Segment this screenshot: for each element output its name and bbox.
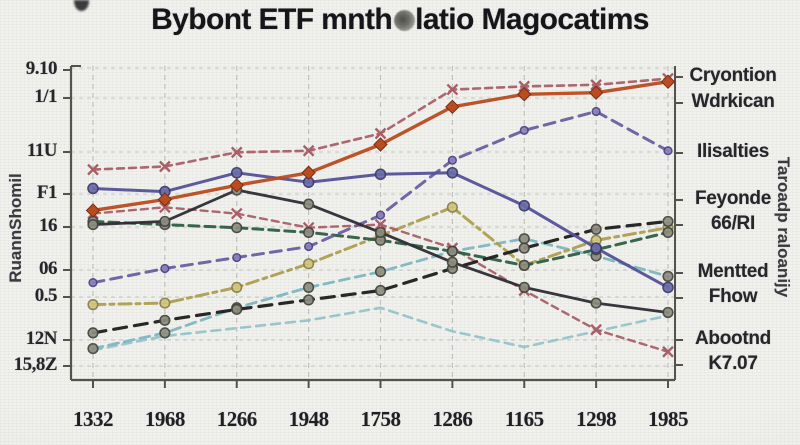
data-point-marker xyxy=(303,281,315,293)
data-point-marker xyxy=(159,215,171,228)
data-point-marker xyxy=(85,203,101,218)
data-point-marker xyxy=(160,263,170,274)
data-point-marker xyxy=(374,127,387,140)
data-point-marker xyxy=(662,226,674,239)
data-point-marker xyxy=(301,165,316,180)
data-point-marker xyxy=(662,345,674,358)
data-point-marker xyxy=(519,125,529,135)
data-point-marker xyxy=(303,198,315,210)
data-point-marker xyxy=(231,303,243,315)
data-point-marker xyxy=(374,284,387,297)
data-point-marker xyxy=(230,207,243,220)
data-point-marker xyxy=(374,226,387,239)
data-point-marker xyxy=(518,242,530,254)
data-point-marker xyxy=(230,166,243,179)
data-point-marker xyxy=(663,146,673,156)
data-point-marker xyxy=(662,215,674,228)
data-point-marker xyxy=(157,192,173,207)
data-point-marker xyxy=(159,327,171,339)
y-axis-right-title: Taroadp raloanijy xyxy=(774,156,793,298)
data-point-marker xyxy=(303,258,315,270)
data-point-marker xyxy=(159,297,171,309)
data-point-marker xyxy=(518,199,531,212)
speckled-blob-icon xyxy=(394,10,416,31)
data-point-marker xyxy=(87,299,99,311)
data-point-marker xyxy=(231,281,243,293)
data-point-marker xyxy=(87,218,99,231)
data-point-marker xyxy=(590,323,602,336)
data-point-marker xyxy=(373,137,388,152)
data-point-marker xyxy=(87,182,99,195)
data-point-marker xyxy=(159,314,171,326)
data-point-marker xyxy=(231,222,243,234)
data-point-marker xyxy=(374,266,387,278)
data-point-marker xyxy=(303,294,315,306)
data-point-marker xyxy=(590,297,602,309)
data-point-marker xyxy=(588,85,604,100)
data-point-marker xyxy=(446,201,458,213)
data-point-marker xyxy=(447,155,457,165)
data-point-marker xyxy=(518,80,531,93)
data-point-marker xyxy=(590,223,602,235)
data-point-marker xyxy=(87,163,99,176)
chart-title-part1: Bybont ETF mnth xyxy=(151,3,393,36)
data-point-marker xyxy=(374,168,387,181)
data-point-marker xyxy=(662,306,674,319)
data-point-marker xyxy=(590,242,602,254)
data-point-marker xyxy=(518,281,530,293)
data-point-marker xyxy=(518,259,530,271)
data-point-marker xyxy=(662,270,674,282)
data-point-marker xyxy=(230,146,243,159)
chart-title: Bybont ETF mnth latio Magocatims xyxy=(0,3,800,37)
data-point-marker xyxy=(303,226,315,239)
data-point-marker xyxy=(662,281,674,294)
y-axis-left-title: RuannShomil xyxy=(6,173,25,283)
data-point-marker xyxy=(445,99,460,115)
data-point-marker xyxy=(374,218,387,231)
data-point-marker xyxy=(590,78,602,91)
data-point-marker xyxy=(446,83,459,96)
chart-title-part2: latio Magocatims xyxy=(415,3,649,36)
data-point-marker xyxy=(446,245,458,257)
data-point-marker xyxy=(159,201,171,214)
data-point-marker xyxy=(446,166,459,179)
data-point-marker xyxy=(304,241,314,252)
data-point-marker xyxy=(87,343,99,355)
data-point-marker xyxy=(446,256,458,268)
data-point-marker xyxy=(88,278,98,288)
data-point-marker xyxy=(159,160,171,173)
data-point-marker xyxy=(302,144,315,157)
data-point-marker xyxy=(660,74,676,89)
data-point-marker xyxy=(517,87,532,102)
data-point-marker xyxy=(232,252,242,263)
series-cyan-dashed-lower-line xyxy=(91,306,670,352)
data-point-marker xyxy=(87,327,99,339)
data-point-marker xyxy=(229,178,244,193)
data-point-marker xyxy=(518,233,530,245)
data-point-marker xyxy=(591,106,601,117)
artifact-smudge xyxy=(74,0,89,11)
data-point-marker xyxy=(375,210,386,220)
